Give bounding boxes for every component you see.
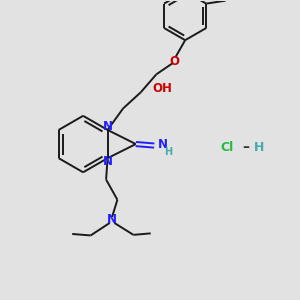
Text: H: H	[164, 147, 172, 157]
Text: N: N	[103, 155, 112, 168]
Text: –: –	[242, 140, 249, 154]
Text: H: H	[254, 140, 265, 154]
Text: O: O	[170, 56, 180, 68]
Text: Cl: Cl	[221, 140, 234, 154]
Text: N: N	[158, 138, 168, 151]
Text: N: N	[103, 120, 112, 133]
Text: OH: OH	[152, 82, 172, 95]
Text: N: N	[107, 214, 117, 226]
